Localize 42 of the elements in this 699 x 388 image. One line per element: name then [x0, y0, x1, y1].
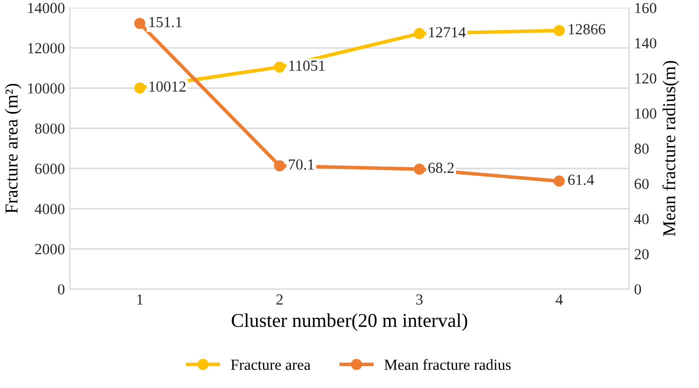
point [554, 24, 565, 36]
y2-axis-title: Mean fracture radius(m) [662, 60, 679, 236]
legend-label: Mean fracture radius [384, 359, 511, 370]
y-axis-title: Fracture area (m²) [4, 84, 22, 214]
point [134, 18, 146, 29]
y2-tick-label: 0 [634, 284, 642, 295]
y2-tick-label: 80 [634, 144, 649, 154]
y2-tick-label: 120 [635, 73, 656, 84]
point [134, 82, 146, 94]
point [274, 160, 286, 172]
y2-tick-label: 60 [634, 178, 649, 190]
point [274, 61, 286, 73]
data-label: 12866 [568, 24, 606, 34]
data-label: 68.2 [428, 162, 454, 174]
data-label: 12714 [429, 27, 466, 38]
y-tick-label: 10000 [28, 83, 64, 94]
data-label: 151.1 [149, 16, 182, 28]
data-label: 70.1 [288, 159, 314, 170]
y-tick-label: 4000 [34, 204, 64, 214]
data-label: 11051 [289, 60, 325, 71]
y2-tick-label: 100 [635, 108, 656, 119]
legend-label: Fracture area [230, 360, 310, 370]
y-tick-label: 0 [58, 284, 64, 295]
y-tick-label: 2000 [35, 244, 64, 254]
point [414, 28, 425, 40]
point [414, 164, 425, 175]
data-label: 10012 [149, 81, 186, 92]
y2-tick-label: 160 [635, 2, 656, 14]
x-tick-label: 3 [416, 294, 423, 305]
x-tick-label: 1 [137, 294, 143, 305]
data-label: 61.4 [568, 174, 594, 185]
x-tick-label: 4 [556, 294, 563, 305]
x-tick-label: 2 [276, 294, 283, 305]
y-tick-label: 6000 [35, 164, 64, 174]
y2-tick-label: 20 [634, 249, 649, 260]
y-tick-label: 14000 [28, 2, 64, 14]
y-tick-label: 8000 [35, 123, 64, 134]
point [554, 176, 565, 187]
y2-tick-label: 140 [635, 38, 656, 48]
x-axis-title: Cluster number(20 m interval) [232, 313, 468, 331]
y2-tick-label: 40 [634, 214, 649, 224]
y-tick-label: 12000 [28, 43, 64, 54]
